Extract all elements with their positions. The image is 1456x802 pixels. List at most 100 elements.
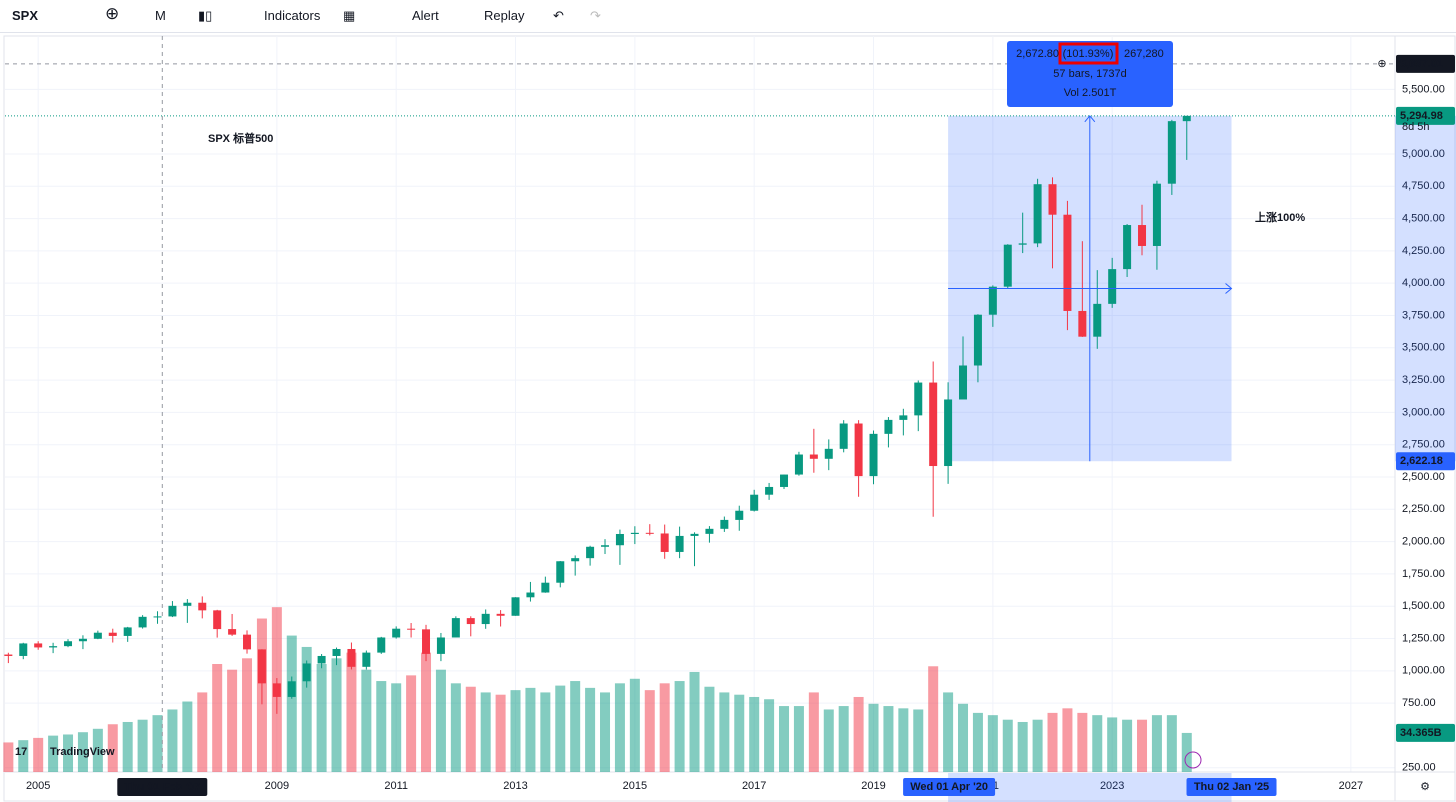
alert[interactable]: Alert	[412, 8, 439, 23]
candle-body	[362, 652, 371, 667]
volume-bar	[331, 658, 342, 772]
candle-body	[511, 597, 520, 616]
volume-bar	[167, 709, 178, 772]
volume-bar	[182, 701, 193, 772]
candle-body	[571, 558, 580, 562]
candle-body	[675, 535, 684, 552]
y-tick-label: 1,250.00	[1402, 632, 1445, 644]
redo[interactable]: ↷	[590, 8, 601, 23]
indicators[interactable]: Indicators	[264, 8, 321, 23]
volume-bar	[286, 635, 297, 772]
volume-bar	[1017, 721, 1028, 772]
volume-bar	[48, 735, 59, 772]
volume-bar	[943, 692, 954, 772]
volume-bar	[525, 687, 536, 772]
replay[interactable]: Replay	[484, 8, 525, 23]
undo[interactable]: ↶	[553, 8, 564, 23]
candle-body	[690, 533, 699, 536]
candle-body	[183, 602, 192, 606]
y-tick-label: 1,500.00	[1402, 600, 1445, 612]
volume-bar	[301, 646, 312, 772]
candle-body	[854, 423, 863, 477]
volume-bar	[18, 740, 29, 772]
interval[interactable]: M	[155, 8, 166, 23]
volume-bar	[987, 715, 998, 772]
volume-bar	[868, 703, 879, 772]
volume-bar	[316, 664, 327, 772]
candle-body	[1093, 303, 1102, 337]
candle-body	[377, 637, 386, 653]
volume-bar	[212, 664, 223, 772]
candle-body	[34, 643, 43, 648]
add-button[interactable]: ⊕	[105, 4, 120, 23]
volume-bar	[107, 724, 118, 772]
candle-body	[944, 399, 953, 467]
candle-body	[93, 632, 102, 639]
volume-bar	[1151, 715, 1162, 772]
volume-bar	[838, 706, 849, 772]
volume-bar	[197, 692, 208, 772]
candle-body	[496, 613, 505, 616]
candle-body	[138, 616, 147, 628]
candle-body	[1063, 214, 1072, 311]
y-tick-label: 1,750.00	[1402, 568, 1445, 580]
candle-body	[556, 561, 565, 583]
layouts[interactable]: ▦	[343, 8, 356, 23]
range-end-label-bg	[1186, 778, 1277, 796]
candle-body	[1182, 115, 1191, 122]
candle-body	[332, 648, 341, 656]
volume-bar	[3, 742, 14, 772]
volume-bar	[152, 715, 163, 772]
candle-body	[526, 592, 535, 598]
candle-body	[720, 519, 729, 529]
symbol[interactable]: SPX	[12, 8, 39, 23]
volume-bar	[450, 683, 461, 772]
candle-body	[839, 423, 848, 449]
y-tick-label: 3,250.00	[1402, 374, 1445, 386]
measure-change: 2,672.80	[1016, 48, 1059, 60]
candle-body	[615, 533, 624, 546]
x-tick-label: 2013	[503, 780, 527, 792]
measure-bars: 57 bars, 1737d	[1053, 68, 1126, 80]
crosshair-date-label-bg	[117, 778, 208, 796]
volume-bar	[1137, 719, 1148, 772]
candle-body	[243, 634, 252, 650]
candle-body	[735, 510, 744, 520]
volume-bar	[764, 699, 775, 772]
frame	[3, 35, 1456, 802]
y-tick-label: 4,250.00	[1402, 245, 1445, 257]
volume-bar	[719, 692, 730, 772]
x-tick-label: 2019	[861, 780, 885, 792]
volume-bar	[1032, 719, 1043, 772]
candle-body	[228, 629, 237, 635]
volume-bar	[227, 669, 238, 772]
candle-body	[1003, 244, 1012, 287]
volume-bar	[614, 683, 625, 772]
volume-bar	[704, 686, 715, 772]
volume-bar	[689, 671, 700, 772]
range-low-label: 2,622.18	[1400, 455, 1443, 467]
volume-label: 34.365B	[1400, 727, 1442, 739]
y-tick-label: 750.00	[1402, 697, 1436, 709]
volume-bar	[1107, 717, 1118, 772]
measure-volume: Vol 2.501T	[1064, 87, 1117, 99]
volume-bar	[898, 708, 909, 772]
arrow-head	[1225, 283, 1233, 294]
volume-bar	[92, 728, 103, 772]
candle-body	[422, 629, 431, 654]
volume-bar	[585, 687, 596, 772]
y-tick-label: 4,750.00	[1402, 180, 1445, 192]
volume-bar	[435, 669, 446, 772]
y-tick-label: 2,000.00	[1402, 536, 1445, 548]
chart-type[interactable]: ▮▯	[198, 8, 213, 23]
candle-body	[436, 637, 445, 654]
y-tick-label: 2,750.00	[1402, 439, 1445, 451]
highlight-box	[1058, 42, 1119, 65]
volume-bar	[406, 675, 417, 772]
volume-bar	[659, 683, 670, 772]
crosshair-plus: ⊕	[1377, 58, 1386, 70]
crosshair-date-label: Thu 01 Feb '07	[124, 781, 200, 793]
volume-bar	[33, 737, 44, 772]
chart-title: SPX 标普500	[208, 131, 273, 145]
